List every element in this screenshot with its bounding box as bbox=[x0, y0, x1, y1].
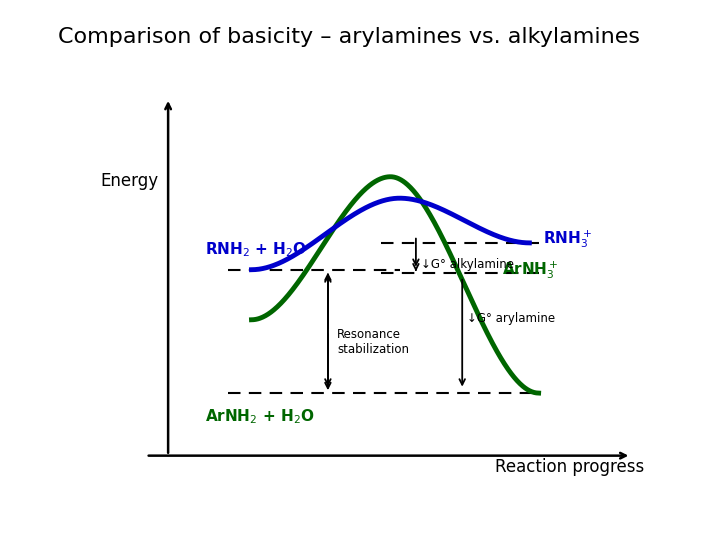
Text: RNH$_2$ + H$_2$O: RNH$_2$ + H$_2$O bbox=[205, 240, 307, 259]
Text: Energy: Energy bbox=[100, 172, 158, 190]
Text: RNH$_3^+$: RNH$_3^+$ bbox=[544, 228, 592, 250]
Text: ↓G° alkylamine: ↓G° alkylamine bbox=[420, 258, 513, 271]
Text: ↓G° arylamine: ↓G° arylamine bbox=[467, 312, 555, 326]
Text: ArNH$_3^+$: ArNH$_3^+$ bbox=[502, 259, 558, 281]
Text: Reaction progress: Reaction progress bbox=[495, 458, 644, 476]
Text: ArNH$_2$ + H$_2$O: ArNH$_2$ + H$_2$O bbox=[205, 407, 315, 426]
Text: Comparison of basicity – arylamines vs. alkylamines: Comparison of basicity – arylamines vs. … bbox=[58, 27, 639, 47]
Text: Resonance
stabilization: Resonance stabilization bbox=[337, 328, 409, 356]
